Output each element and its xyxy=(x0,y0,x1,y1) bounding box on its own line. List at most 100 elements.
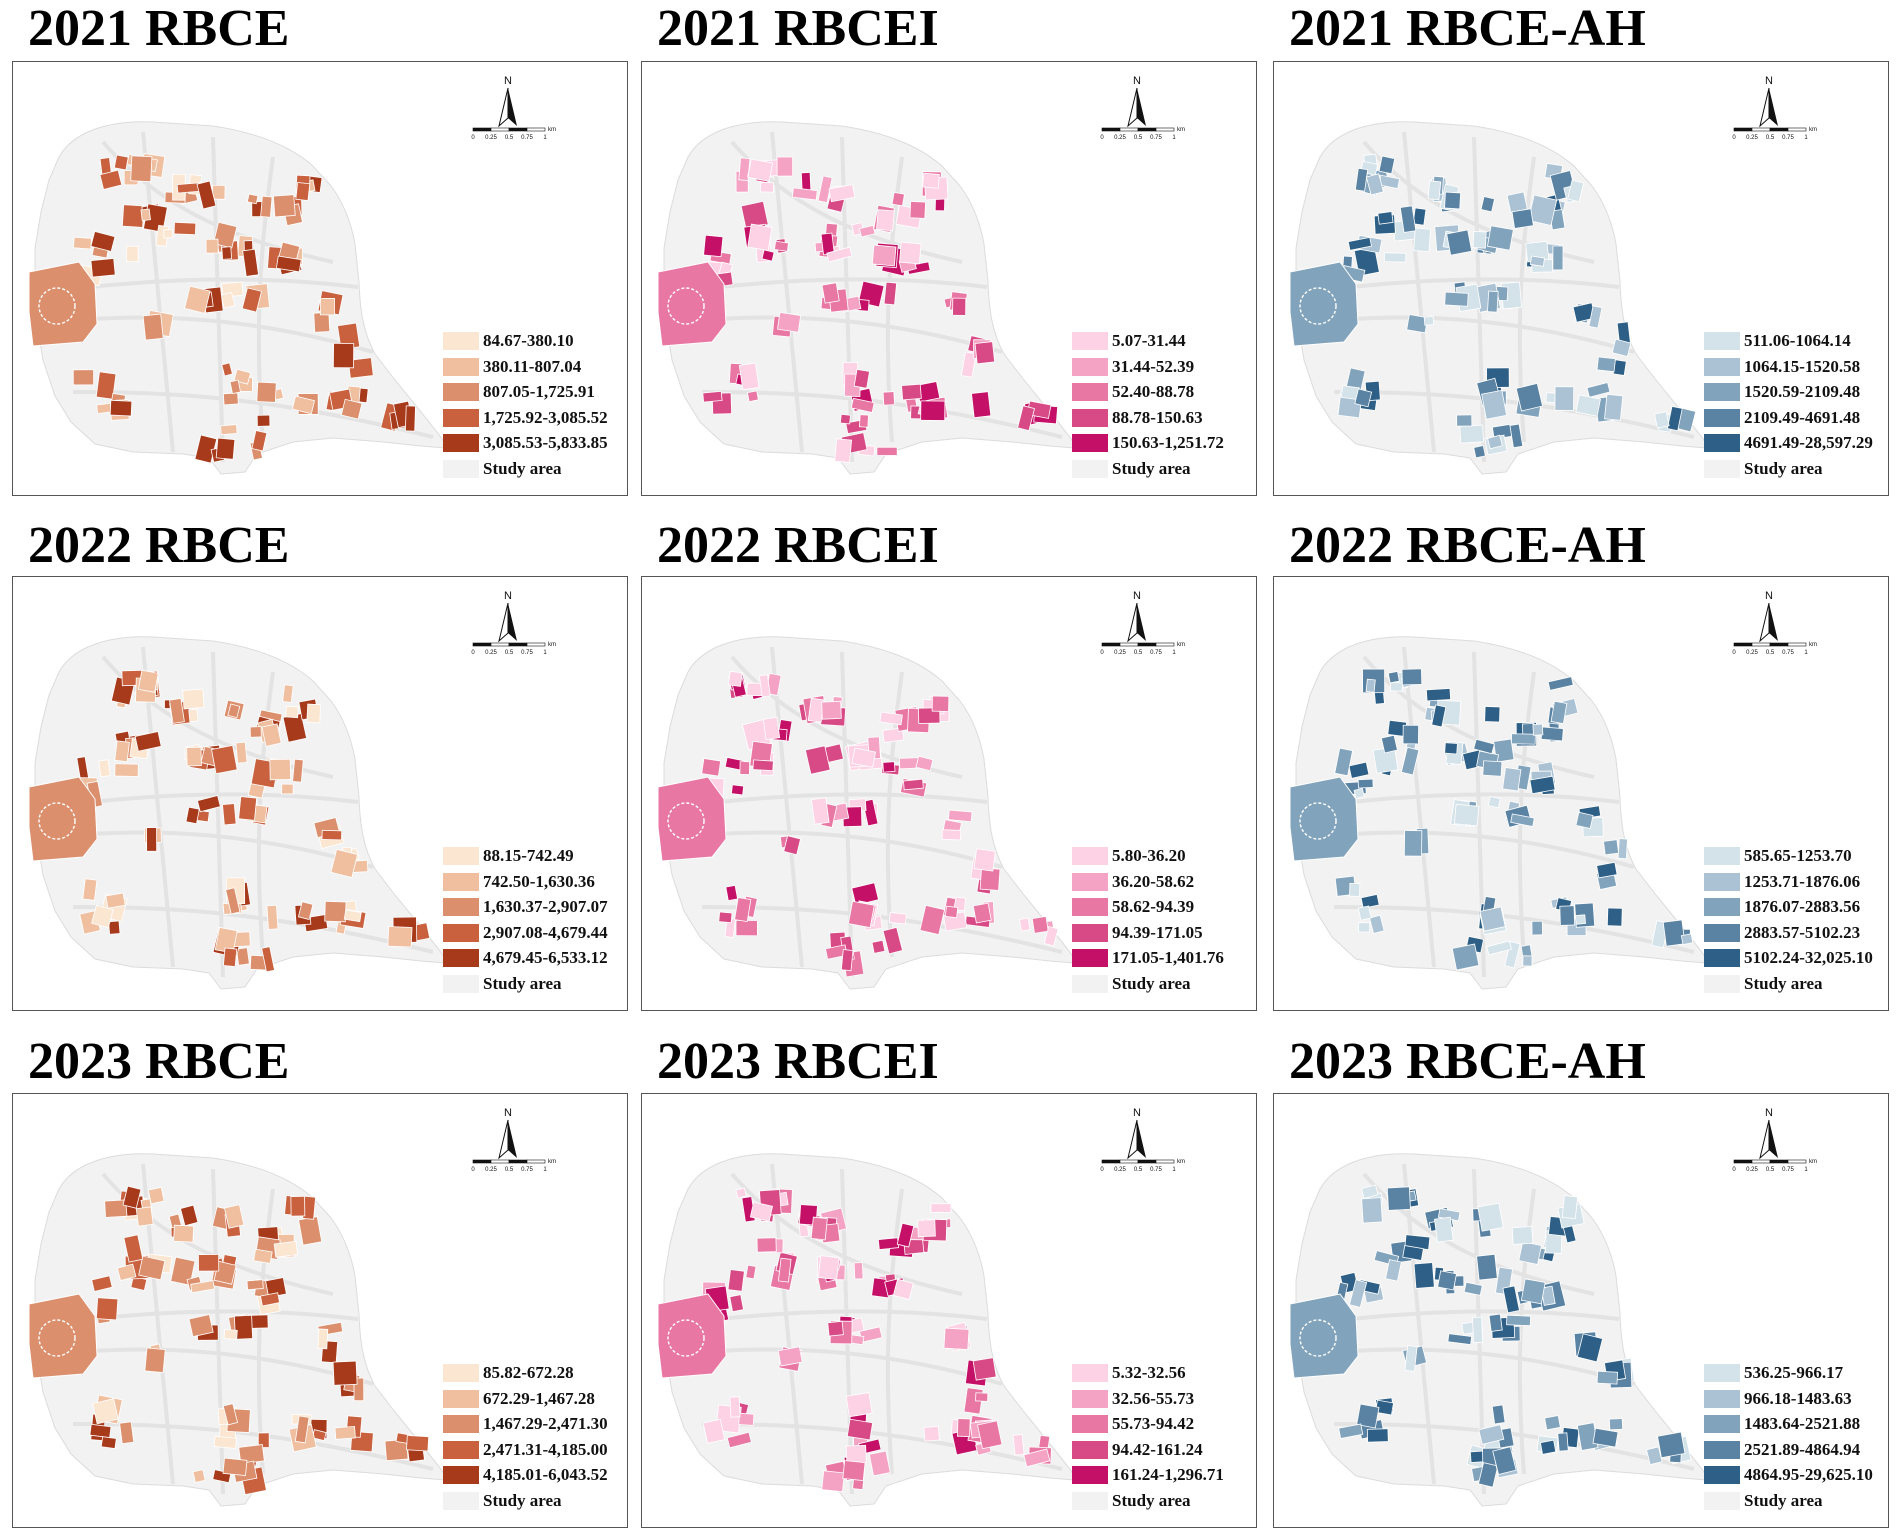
building-parcel xyxy=(1473,445,1486,459)
legend-class-row: 88.15-742.49 xyxy=(443,845,623,865)
building-parcel xyxy=(735,919,758,937)
building-parcel xyxy=(1472,230,1487,249)
north-label: N xyxy=(1133,1107,1141,1119)
building-parcel xyxy=(1413,1262,1435,1289)
building-parcel xyxy=(931,695,950,712)
scale-unit-label: km xyxy=(1177,1159,1185,1165)
legend-label: Study area xyxy=(1112,1490,1191,1510)
building-parcel xyxy=(260,1292,281,1307)
legend-class-row: 1520.59-2109.48 xyxy=(1704,381,1884,401)
north-label: N xyxy=(504,75,512,87)
legend-study-area-row: Study area xyxy=(443,973,623,993)
scale-tick-label: 0.25 xyxy=(1746,135,1758,141)
building-parcel xyxy=(185,806,200,825)
building-parcel xyxy=(229,379,241,395)
building-parcel xyxy=(1540,726,1564,742)
building-parcel xyxy=(922,172,940,189)
legend-class-row: 1253.71-1876.06 xyxy=(1704,871,1884,891)
building-parcel xyxy=(749,1201,774,1222)
legend-study-area-row: Study area xyxy=(1072,458,1252,478)
building-parcel xyxy=(186,746,202,767)
building-parcel xyxy=(975,1392,989,1402)
legend-class-row: 2,471.31-4,185.00 xyxy=(443,1439,623,1459)
building-parcel xyxy=(821,1470,845,1493)
building-parcel xyxy=(1348,761,1370,779)
building-parcel xyxy=(1023,1448,1051,1468)
building-parcel xyxy=(1349,882,1361,897)
scale-bar-segment xyxy=(1769,642,1789,647)
legend-label: 36.20-58.62 xyxy=(1112,871,1195,891)
building-parcel xyxy=(1491,1404,1506,1425)
building-parcel xyxy=(235,741,248,764)
building-parcel xyxy=(1385,1259,1402,1282)
building-parcel xyxy=(1354,167,1369,192)
legend-label: Study area xyxy=(483,1490,562,1510)
building-parcel xyxy=(1510,733,1536,745)
building-parcel xyxy=(871,939,886,954)
building-parcel xyxy=(1510,813,1535,827)
building-parcel xyxy=(725,884,739,902)
legend-label: 171.05-1,401.76 xyxy=(1112,948,1224,967)
legend-swatch xyxy=(1704,1466,1740,1484)
legend-class-row: 5.32-32.56 xyxy=(1072,1362,1252,1382)
building-parcel xyxy=(827,1320,844,1337)
legend-class-row: 380.11-807.04 xyxy=(443,356,623,376)
scale-bar-segment xyxy=(490,1159,510,1164)
building-parcel xyxy=(295,182,311,202)
scale-tick-label: 0.25 xyxy=(485,135,497,141)
building-parcel xyxy=(918,707,941,724)
building-parcel xyxy=(249,726,262,738)
building-parcel xyxy=(1354,388,1373,408)
scale-tick-label: 0 xyxy=(1732,1167,1736,1173)
building-parcel xyxy=(1504,941,1521,969)
scale-bar-segment xyxy=(508,1159,528,1164)
building-parcel xyxy=(826,246,853,263)
building-parcel xyxy=(1586,382,1611,398)
building-parcel xyxy=(1453,803,1480,827)
building-parcel xyxy=(190,1280,215,1294)
legend-label: 94.39-171.05 xyxy=(1112,922,1203,942)
building-parcel xyxy=(877,1237,899,1250)
legend-label: Study area xyxy=(483,973,562,993)
building-parcel xyxy=(169,697,185,724)
building-parcel xyxy=(1383,252,1407,263)
legend-swatch xyxy=(443,459,479,478)
legend-swatch xyxy=(1072,1491,1108,1510)
north-arrow-icon xyxy=(1759,1119,1770,1160)
building-parcel xyxy=(956,1418,971,1438)
building-parcel xyxy=(876,446,898,456)
building-parcel xyxy=(1492,1446,1517,1476)
building-parcel xyxy=(1646,1446,1663,1466)
building-parcel xyxy=(1427,180,1442,201)
building-parcel xyxy=(137,669,159,693)
map-canvas: Nkm 0 0.25 0.5 0.75 1 xyxy=(1289,1107,1817,1507)
scale-bar-segment xyxy=(472,127,492,132)
building-parcel xyxy=(776,156,794,177)
legend-class-row: 1,467.29-2,471.30 xyxy=(443,1413,623,1433)
building-parcel xyxy=(317,1328,329,1350)
building-parcel xyxy=(100,1436,117,1450)
building-parcel xyxy=(294,1415,310,1444)
north-label: N xyxy=(504,1107,512,1119)
building-parcel xyxy=(91,1275,113,1292)
building-parcel xyxy=(1592,1427,1619,1448)
legend-swatch xyxy=(443,383,479,401)
legend-label: 1,467.29-2,471.30 xyxy=(483,1414,608,1433)
legend-label: 380.11-807.04 xyxy=(483,356,582,376)
building-parcel xyxy=(233,1314,254,1340)
building-parcel xyxy=(821,282,840,304)
scale-tick-label: 1 xyxy=(1172,650,1176,656)
building-parcel xyxy=(192,1469,206,1483)
building-parcel xyxy=(121,204,145,228)
scale-tick-label: 1 xyxy=(1804,1167,1808,1173)
legend-label: 5102.24-32,025.10 xyxy=(1744,948,1873,967)
scale-tick-label: 0.5 xyxy=(505,135,514,141)
legend-study-area-row: Study area xyxy=(1072,1490,1252,1510)
building-parcel xyxy=(859,224,876,238)
road-line xyxy=(1402,131,1436,453)
building-parcel xyxy=(1017,405,1035,432)
legend-label: 55.73-94.42 xyxy=(1112,1414,1195,1433)
building-parcel xyxy=(1444,191,1462,210)
